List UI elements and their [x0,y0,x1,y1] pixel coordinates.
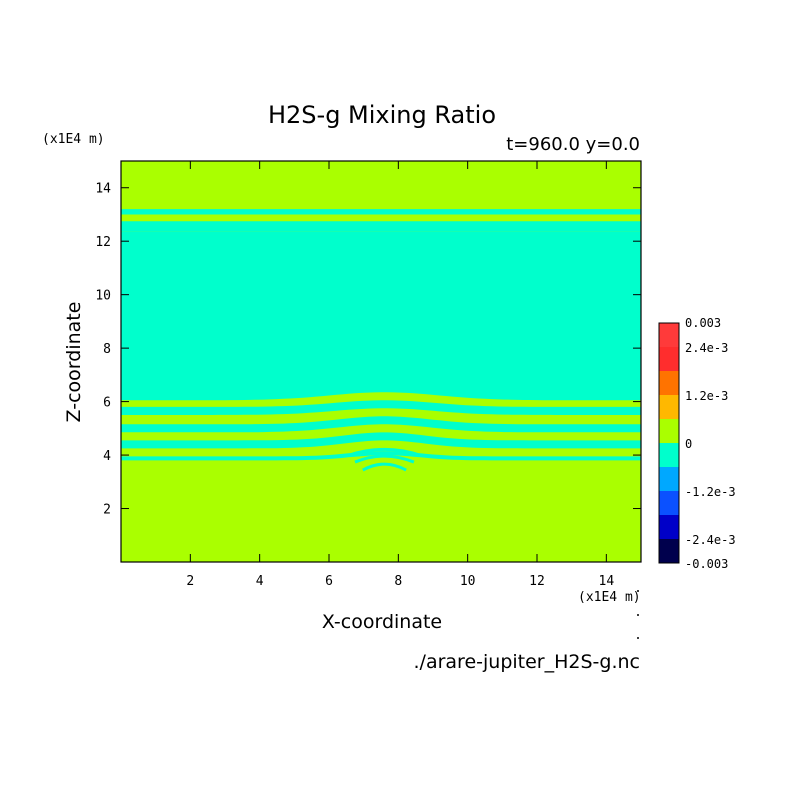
heatmap-wave-streak [342,434,427,444]
colorbar-swatch [659,491,679,516]
y-tick-label: 8 [103,342,111,357]
heatmap-band [121,400,641,415]
heatmap-band [121,416,641,433]
x-tick-label: 8 [394,574,402,589]
heatmap-band [121,221,641,232]
y-tick-label: 4 [103,449,111,464]
colorbar-swatch [659,347,679,372]
x-tick-label: 14 [599,574,615,589]
x-tick-label: 4 [256,574,264,589]
marker-dot [637,614,639,616]
heatmap-band [121,432,641,449]
y-tick-label: 12 [95,235,111,250]
colorbar-swatch [659,371,679,396]
colorbar-label: -0.003 [685,557,728,571]
y-tick-label: 2 [103,503,111,518]
x-tick-label: 10 [460,574,476,589]
colorbar-swatch [659,323,679,348]
x-tick-label: 2 [186,574,194,589]
colorbar-swatch [659,419,679,444]
colorbar-swatch [659,539,679,564]
y-tick-label: 14 [95,182,111,197]
colorbar-label: 1.2e-3 [685,389,728,403]
heatmap-band [121,451,641,461]
colorbar-label: -2.4e-3 [685,533,736,547]
colorbar-swatch [659,467,679,492]
heatmap-band [121,209,641,215]
x-tick-label: 12 [529,574,545,589]
colorbar-label: 2.4e-3 [685,341,728,355]
colorbar-swatch [659,395,679,420]
colorbar-label: 0 [685,437,692,451]
colorbar-frame [658,322,680,564]
heatmap-wave-streak [347,447,422,457]
chart-title: H2S-g Mixing Ratio [268,101,496,129]
colorbar-label: -1.2e-3 [685,485,736,499]
x-tick-label: 6 [325,574,333,589]
heatmap-band [121,231,641,401]
colorbar-swatch [659,515,679,540]
heatmap-wave-streak [354,454,415,464]
y-ticks: 2 4 6 8 10 12 14 [95,182,641,518]
y-unit-label: (x1E4 m) [42,132,105,147]
y-tick-label: 6 [103,396,111,411]
x-axis-label: X-coordinate [322,611,442,633]
marker-dot [637,590,639,592]
y-tick-label: 10 [95,289,111,304]
colorbar-swatch [659,443,679,468]
file-label: ./arare-jupiter_H2S-g.nc [414,651,640,673]
chart-subtitle: t=960.0 y=0.0 [506,134,640,155]
colorbar: 0.003 2.4e-3 1.2e-3 0 -1.2e-3 -2.4e-3 -0.003 [658,316,736,571]
marker-dot [637,637,639,639]
heatmap-wave-streak [362,462,407,472]
heatmap-plot [121,161,641,562]
plot-frame [120,160,642,563]
y-axis-label: Z-coordinate [63,302,85,423]
colorbar-label: 0.003 [685,316,721,330]
x-unit-label: (x1E4 m) [578,590,641,605]
x-ticks: 2 4 6 8 10 12 14 [186,161,614,589]
